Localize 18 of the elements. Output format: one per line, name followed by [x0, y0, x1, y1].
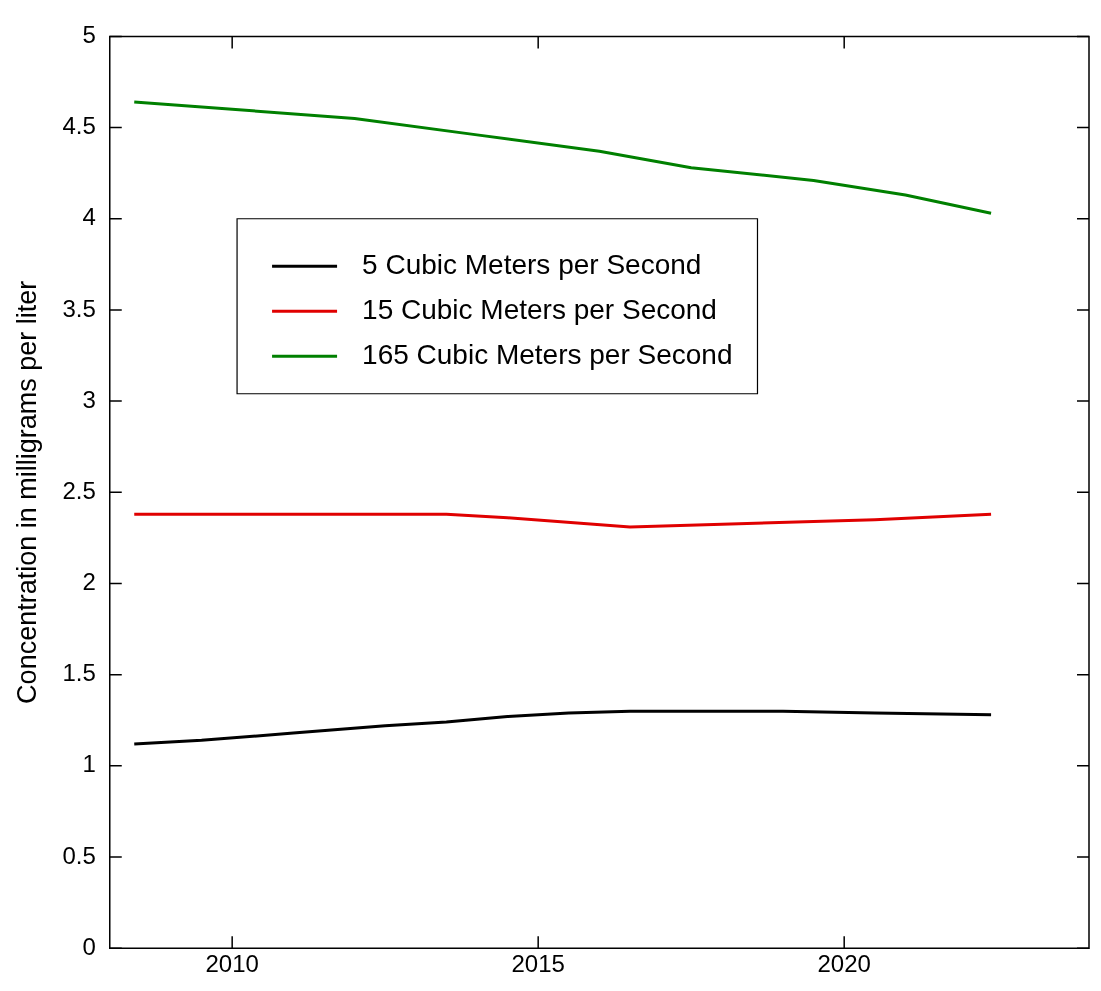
y-tick-label: 1: [82, 750, 96, 778]
y-tick-label: 5: [82, 21, 96, 49]
legend-label: 15 Cubic Meters per Second: [362, 293, 717, 325]
x-tick-label: 2010: [205, 950, 259, 978]
y-tick-label: 0: [82, 932, 96, 960]
y-tick-label: 2.5: [62, 476, 96, 504]
y-tick-label: 3.5: [62, 294, 96, 322]
y-tick-label: 0.5: [62, 841, 96, 869]
x-tick-label: 2020: [817, 950, 871, 978]
y-tick-label: 4.5: [62, 112, 96, 140]
y-tick-label: 3: [82, 385, 96, 413]
y-tick-label: 4: [82, 203, 96, 231]
legend-label: 165 Cubic Meters per Second: [362, 338, 733, 370]
y-tick-label: 1.5: [62, 659, 96, 687]
x-tick-label: 2015: [511, 950, 565, 978]
legend-label: 5 Cubic Meters per Second: [362, 248, 702, 280]
y-axis-title: Concentration in milligrams per liter: [11, 280, 42, 704]
y-tick-label: 2: [82, 568, 96, 596]
